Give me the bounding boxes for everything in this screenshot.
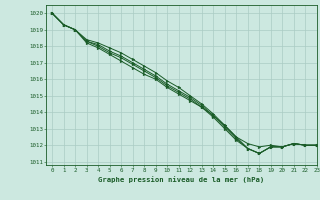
X-axis label: Graphe pression niveau de la mer (hPa): Graphe pression niveau de la mer (hPa) bbox=[99, 176, 265, 183]
